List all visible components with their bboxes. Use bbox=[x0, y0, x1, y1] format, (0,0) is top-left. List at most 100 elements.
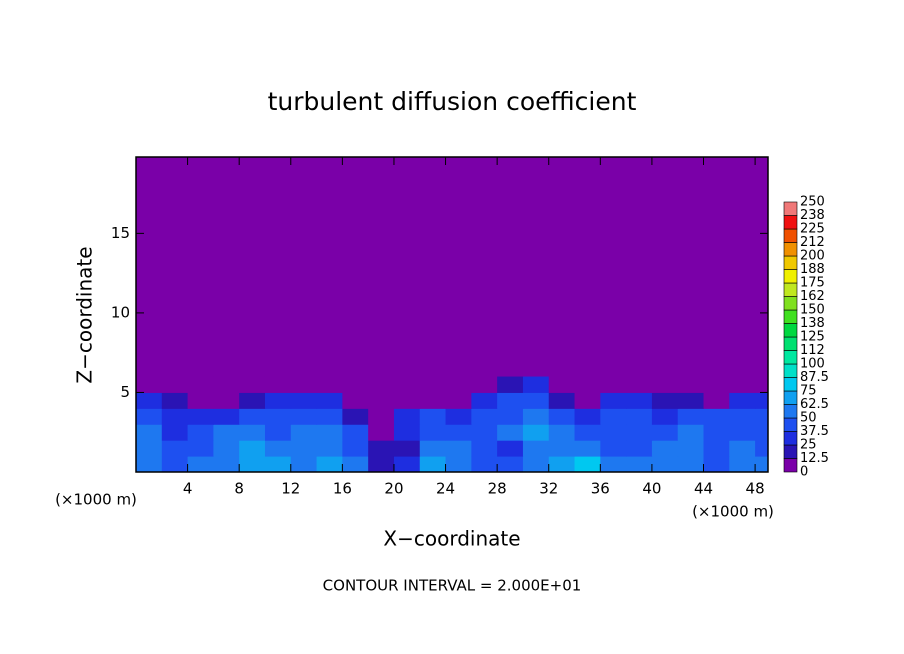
field-cell bbox=[497, 376, 524, 393]
field-cell bbox=[471, 456, 498, 473]
field-cell bbox=[445, 392, 472, 409]
colorbar-label: 238 bbox=[800, 208, 825, 223]
y-tick-label: 10 bbox=[111, 303, 130, 321]
field-cell bbox=[187, 392, 214, 409]
field-cell bbox=[548, 440, 576, 457]
field-cell bbox=[755, 392, 769, 409]
field-cell bbox=[703, 392, 730, 409]
field-cell bbox=[187, 440, 214, 457]
colorbar-swatch bbox=[783, 350, 798, 365]
colorbar-label: 0 bbox=[800, 465, 808, 480]
colorbar-swatch bbox=[783, 458, 798, 473]
field-cell bbox=[445, 440, 472, 457]
colorbar-label: 125 bbox=[800, 330, 825, 345]
chart-title: turbulent diffusion coefficient bbox=[268, 87, 637, 116]
colorbar-swatch bbox=[783, 215, 798, 230]
field-cell bbox=[755, 456, 769, 473]
field-cell bbox=[522, 408, 550, 425]
field-cell bbox=[213, 424, 240, 441]
field-cell bbox=[600, 424, 627, 441]
field-cell bbox=[161, 424, 189, 441]
field-cell bbox=[626, 440, 653, 457]
field-cell bbox=[419, 392, 447, 409]
field-cell bbox=[239, 424, 266, 441]
field-cell bbox=[393, 456, 421, 473]
field-cell bbox=[161, 440, 189, 457]
x-tick-label: 20 bbox=[384, 480, 403, 498]
field-cell bbox=[290, 440, 318, 457]
field-cell bbox=[471, 408, 498, 425]
field-cell bbox=[651, 424, 679, 441]
field-cell bbox=[393, 392, 421, 409]
field-cell bbox=[316, 376, 343, 393]
field-cell bbox=[187, 376, 214, 393]
field-cell bbox=[136, 376, 163, 393]
field-cell bbox=[703, 424, 730, 441]
field-cell bbox=[626, 408, 653, 425]
field-cell bbox=[574, 456, 601, 473]
field-cell bbox=[290, 408, 318, 425]
field-cell bbox=[703, 408, 730, 425]
field-cell bbox=[626, 376, 653, 393]
field-cell bbox=[136, 440, 163, 457]
plot-frame bbox=[135, 156, 769, 473]
colorbar-swatch bbox=[783, 269, 798, 284]
field-cell bbox=[161, 456, 189, 473]
colorbar-swatch bbox=[783, 431, 798, 446]
field-cell bbox=[522, 440, 550, 457]
colorbar-swatch bbox=[783, 363, 798, 378]
field-cell bbox=[445, 376, 472, 393]
x-tick-label: 40 bbox=[642, 480, 661, 498]
field-cell bbox=[316, 408, 343, 425]
field-cell bbox=[136, 424, 163, 441]
field-cell bbox=[239, 408, 266, 425]
field-cell bbox=[290, 392, 318, 409]
field-cell bbox=[703, 456, 730, 473]
field-cell bbox=[651, 392, 679, 409]
x-tick-label: 36 bbox=[591, 480, 610, 498]
field-cell bbox=[368, 456, 395, 473]
field-cell bbox=[471, 424, 498, 441]
field-cell bbox=[161, 408, 189, 425]
field-cell bbox=[677, 392, 705, 409]
field-cell bbox=[677, 376, 705, 393]
field-cell bbox=[290, 424, 318, 441]
colorbar-label: 150 bbox=[800, 303, 825, 318]
field-cell bbox=[651, 376, 679, 393]
field-cell bbox=[316, 456, 343, 473]
x-unit-label: (×1000 m) bbox=[692, 503, 774, 521]
field-cell bbox=[316, 440, 343, 457]
field-cell bbox=[600, 376, 627, 393]
field-cell bbox=[368, 424, 395, 441]
field-cell bbox=[574, 424, 601, 441]
field-cell bbox=[342, 408, 369, 425]
colorbar-swatch bbox=[783, 444, 798, 459]
field-cell bbox=[187, 424, 214, 441]
colorbar-swatch bbox=[783, 242, 798, 257]
field-cell bbox=[368, 408, 395, 425]
field-cell bbox=[574, 392, 601, 409]
colorbar-label: 87.5 bbox=[800, 370, 829, 385]
field-cell bbox=[445, 456, 472, 473]
x-tick-label: 44 bbox=[694, 480, 713, 498]
colorbar-label: 225 bbox=[800, 222, 825, 237]
field-cell bbox=[600, 456, 627, 473]
x-tick-label: 8 bbox=[234, 480, 244, 498]
field-cell bbox=[290, 456, 318, 473]
field-cell bbox=[755, 424, 769, 441]
field-cell bbox=[471, 440, 498, 457]
field-cell bbox=[574, 440, 601, 457]
colorbar-label: 50 bbox=[800, 411, 817, 426]
field-cell bbox=[161, 376, 189, 393]
field-cell bbox=[729, 392, 756, 409]
field-cell bbox=[626, 456, 653, 473]
field-cell bbox=[264, 376, 292, 393]
field-cell bbox=[522, 376, 550, 393]
field-cell bbox=[522, 424, 550, 441]
field-cell bbox=[213, 440, 240, 457]
field-cell bbox=[264, 456, 292, 473]
y-tick-label: 15 bbox=[111, 224, 130, 242]
field-cell bbox=[368, 392, 395, 409]
colorbar-label: 75 bbox=[800, 384, 817, 399]
